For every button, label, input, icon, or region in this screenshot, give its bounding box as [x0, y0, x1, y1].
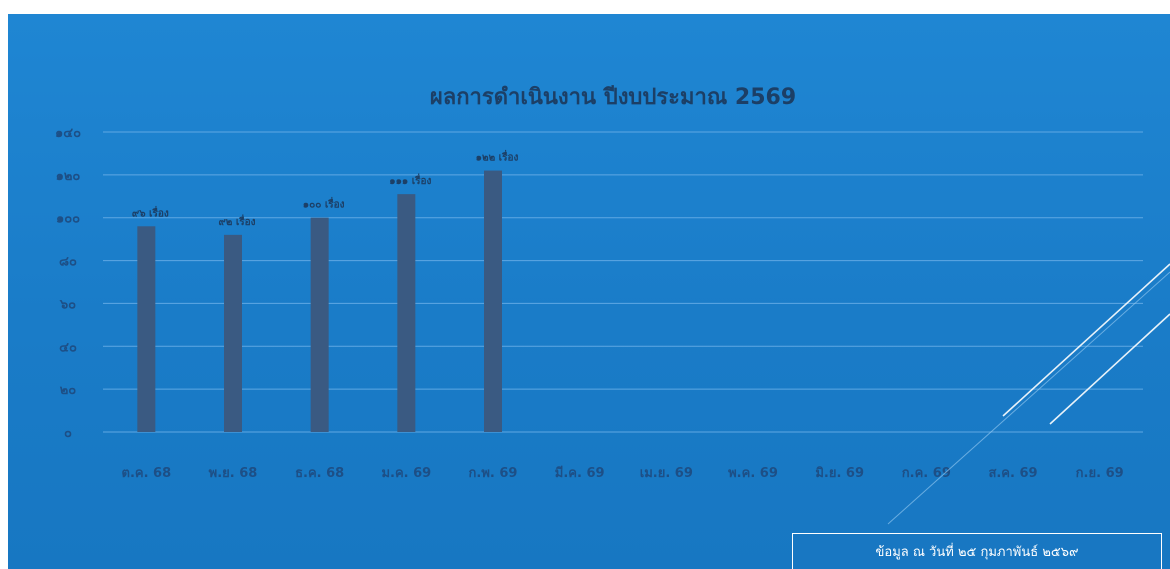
x-category-label: พ.ค. 69: [728, 466, 778, 481]
y-tick-label: ๒๐: [60, 383, 77, 398]
bar-data-label: ๑๑๑ เรื่อง: [389, 173, 431, 187]
bar-data-label: ๙๖ เรื่อง: [132, 205, 169, 219]
slide-background: ผลการดำเนินงาน ปีงบประมาณ 2569 ๐ ๒๐ ๔๐ ๖๐ ๘๐…: [8, 14, 1170, 569]
y-tick-label: ๑๐๐: [56, 212, 80, 227]
y-tick-label: ๑๒๐: [56, 169, 81, 184]
bar: [137, 226, 156, 432]
x-category-label: เม.ย. 69: [640, 466, 693, 481]
deco-line-1: [1002, 263, 1170, 417]
bar: [397, 194, 416, 432]
x-category-label: ก.ย. 69: [1076, 466, 1124, 481]
decorative-lines: [887, 263, 1170, 525]
x-category-label: ต.ค. 68: [122, 466, 172, 481]
deco-line-2: [1049, 313, 1170, 425]
x-category-label: ธ.ค. 68: [295, 466, 344, 481]
bar: [224, 234, 242, 432]
bar: [484, 170, 502, 433]
x-category-label: ม.ค. 69: [381, 466, 431, 481]
bar: [310, 217, 329, 432]
bar-data-label: ๑๒๒ เรื่อง: [476, 150, 519, 164]
x-category-label: ส.ค. 69: [988, 466, 1037, 481]
y-tick-label: ๔๐: [59, 340, 77, 355]
deco-line-3: [887, 271, 1170, 525]
x-category-label: ก.พ. 69: [469, 466, 518, 481]
y-tick-label: ๘๐: [59, 255, 77, 270]
x-category-label: มิ.ย. 69: [815, 466, 864, 481]
bar-data-label: ๙๒ เรื่อง: [218, 214, 255, 228]
x-axis-categories: ต.ค. 68 พ.ย. 68 ธ.ค. 68 ม.ค. 69 ก.พ. 69 มี.ค.…: [122, 465, 1124, 481]
x-category-label: ก.ค. 69: [902, 466, 951, 481]
data-date-text: ข้อมูล ณ วันที่ ๒๕ กุมภาพันธ์ ๒๕๖๙: [875, 545, 1079, 560]
x-category-label: พ.ย. 68: [209, 466, 258, 481]
gridlines: [103, 131, 1143, 433]
y-tick-label: ๐: [64, 426, 72, 441]
bars: [137, 170, 502, 433]
y-tick-label: ๖๐: [59, 297, 76, 312]
x-category-label: มี.ค. 69: [555, 465, 605, 481]
data-date-note: ข้อมูล ณ วันที่ ๒๕ กุมภาพันธ์ ๒๕๖๙: [792, 533, 1162, 569]
y-tick-label: ๑๔๐: [55, 126, 81, 141]
bar-chart: ผลการดำเนินงาน ปีงบประมาณ 2569 ๐ ๒๐ ๔๐ ๖๐ ๘๐…: [55, 85, 1170, 525]
bar-data-label: ๑๐๐ เรื่อง: [303, 197, 345, 211]
y-axis-ticks: ๐ ๒๐ ๔๐ ๖๐ ๘๐ ๑๐๐ ๑๒๐ ๑๔๐: [55, 126, 81, 441]
chart-title: ผลการดำเนินงาน ปีงบประมาณ 2569: [430, 85, 796, 110]
